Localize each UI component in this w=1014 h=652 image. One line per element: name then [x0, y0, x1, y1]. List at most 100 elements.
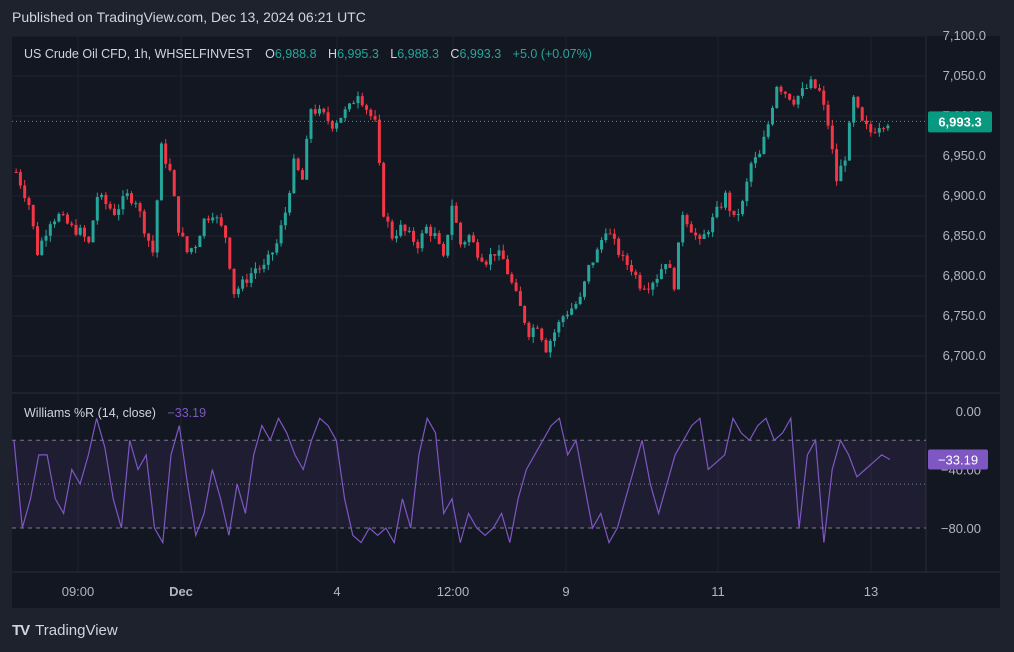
tradingview-logo[interactable]: TV TradingView [12, 622, 118, 639]
candle-body [745, 181, 749, 202]
candle-body [681, 215, 685, 243]
candle-body [416, 241, 420, 249]
candle-body [412, 230, 416, 242]
time-axis[interactable]: 09:00 Dec 4 12:00 9 11 13 [62, 584, 879, 599]
candle-body [83, 227, 87, 237]
candle-body [78, 227, 82, 235]
tradingview-logo-icon: TV [12, 622, 30, 639]
candle-body [27, 198, 31, 205]
candle-body [386, 216, 390, 222]
candle-body [335, 122, 339, 129]
candle-body [758, 153, 762, 158]
candlestick-series[interactable] [14, 76, 890, 358]
candle-body [424, 226, 428, 234]
candle-body [403, 224, 407, 232]
candle-body [869, 124, 873, 133]
candle-body [14, 172, 18, 173]
candle-body [352, 103, 356, 105]
candle-body [582, 281, 586, 297]
candle-body [715, 206, 719, 218]
time-tick-label: 11 [711, 584, 725, 599]
candle-body [565, 314, 569, 317]
candle-body [621, 255, 625, 257]
price-tick-label: 6,800.0 [943, 268, 986, 283]
candle-body [437, 233, 441, 244]
williams-value-badge-text: −33.19 [938, 453, 978, 468]
price-axis[interactable]: 7,100.07,050.07,000.06,950.06,900.06,850… [943, 28, 986, 363]
time-tick-label: 9 [562, 584, 569, 599]
candle-body [202, 218, 206, 237]
candle-body [655, 278, 659, 283]
price-tick-label: 6,950.0 [943, 148, 986, 163]
candle-body [365, 105, 369, 110]
candle-body [95, 196, 99, 221]
candle-body [91, 220, 95, 243]
indicator-value: −33.19 [167, 406, 206, 420]
candle-body [429, 226, 433, 237]
candle-body [805, 87, 809, 89]
candle-body [668, 264, 672, 268]
candle-body [309, 109, 313, 139]
candle-body [779, 86, 783, 92]
candle-body [373, 116, 377, 120]
candle-body [852, 96, 856, 123]
candle-body [826, 104, 830, 126]
candle-body [288, 193, 292, 213]
candle-body [860, 107, 864, 121]
candle-body [347, 103, 351, 110]
candle-body [181, 232, 185, 237]
candle-body [788, 93, 792, 100]
candle-body [694, 232, 698, 236]
candle-body [194, 247, 198, 249]
publish-info: Published on TradingView.com, Dec 13, 20… [12, 9, 366, 25]
candle-body [672, 267, 676, 290]
candle-body [527, 322, 531, 337]
candle-body [886, 125, 890, 129]
candle-body [31, 204, 35, 227]
candle-body [296, 158, 300, 171]
candle-body [689, 224, 693, 233]
williams-line-series[interactable] [13, 416, 891, 545]
candle-body [570, 308, 574, 315]
candle-body [882, 128, 886, 130]
candle-body [822, 90, 826, 105]
candle-body [817, 88, 821, 91]
candle-body [574, 304, 578, 309]
williams-axis[interactable]: 0.00−40.00−80.00 [941, 404, 981, 536]
candle-body [245, 279, 249, 283]
candle-body [600, 240, 604, 250]
candle-body [480, 257, 484, 262]
candle-body [74, 224, 78, 235]
candle-body [65, 214, 69, 224]
candle-body [433, 233, 437, 237]
time-tick-label: 12:00 [437, 584, 470, 599]
candle-body [292, 158, 296, 194]
candle-body [441, 243, 445, 256]
price-tick-label: 7,100.0 [943, 28, 986, 43]
candle-body [847, 122, 851, 161]
candle-body [595, 249, 599, 263]
candle-body [587, 265, 591, 282]
williams-line [13, 416, 891, 545]
time-tick-label: 09:00 [62, 584, 95, 599]
candle-body [121, 196, 125, 210]
candle-body [809, 79, 813, 88]
candle-body [783, 91, 787, 94]
candle-body [18, 172, 22, 186]
candle-body [638, 274, 642, 289]
candle-body [741, 201, 745, 215]
candle-body [339, 117, 343, 123]
time-tick-label: 13 [864, 584, 878, 599]
legend-change: +5.0 (+0.07%) [513, 47, 592, 61]
candle-body [172, 170, 176, 197]
candle-body [369, 109, 373, 117]
candle-body [792, 99, 796, 105]
candle-body [36, 226, 39, 255]
candle-body [147, 233, 151, 241]
candle-body [151, 240, 155, 253]
candle-body [544, 339, 548, 353]
legend-open: 6,988.8 [275, 47, 317, 61]
candle-body [800, 88, 804, 96]
legend-close-label: C [450, 47, 459, 61]
